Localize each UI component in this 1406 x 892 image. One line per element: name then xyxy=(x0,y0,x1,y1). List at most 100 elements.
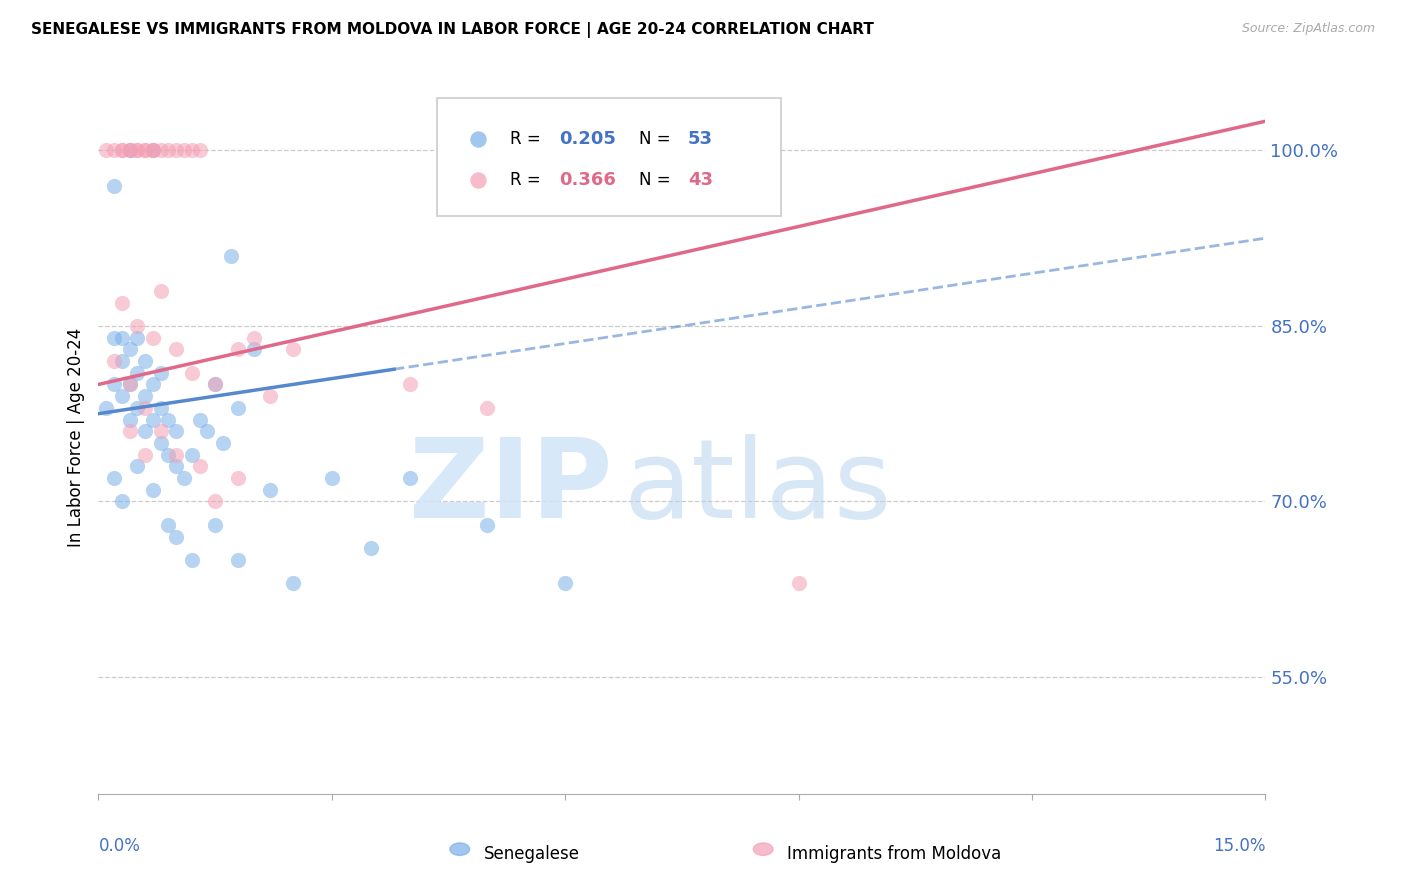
Point xyxy=(398,471,420,485)
Point xyxy=(118,377,141,392)
Point xyxy=(127,144,149,158)
Point xyxy=(118,144,141,158)
Point xyxy=(165,343,187,357)
Point xyxy=(103,144,125,158)
Point xyxy=(111,389,134,403)
Point xyxy=(111,144,134,158)
Text: Immigrants from Moldova: Immigrants from Moldova xyxy=(787,845,1001,863)
Point xyxy=(149,284,172,298)
Point xyxy=(149,144,172,158)
Point xyxy=(142,144,165,158)
Point xyxy=(149,366,172,380)
Point xyxy=(127,144,149,158)
Point xyxy=(228,471,250,485)
Point xyxy=(103,471,125,485)
Text: Source: ZipAtlas.com: Source: ZipAtlas.com xyxy=(1241,22,1375,36)
Point xyxy=(787,576,810,591)
Point xyxy=(398,377,420,392)
Point xyxy=(165,459,187,474)
Point xyxy=(134,389,156,403)
Point xyxy=(142,331,165,345)
Point xyxy=(173,471,195,485)
Point xyxy=(321,471,343,485)
Point xyxy=(127,366,149,380)
Point xyxy=(165,424,187,438)
Point xyxy=(437,144,460,158)
Point xyxy=(165,144,187,158)
Text: 43: 43 xyxy=(688,171,713,189)
Point xyxy=(157,412,180,426)
Text: ZIP: ZIP xyxy=(409,434,612,541)
Point xyxy=(103,354,125,368)
Point xyxy=(228,553,250,567)
Point xyxy=(554,576,576,591)
Point xyxy=(111,331,134,345)
Text: N =: N = xyxy=(638,130,676,148)
Point xyxy=(157,448,180,462)
Point xyxy=(157,517,180,532)
Text: Senegalese: Senegalese xyxy=(484,845,579,863)
Point xyxy=(243,331,266,345)
Point xyxy=(111,295,134,310)
Text: 15.0%: 15.0% xyxy=(1213,837,1265,855)
FancyBboxPatch shape xyxy=(437,98,782,216)
Point xyxy=(149,401,172,415)
Point xyxy=(281,576,304,591)
Text: R =: R = xyxy=(510,171,547,189)
Point xyxy=(180,366,202,380)
Point xyxy=(103,377,125,392)
Point xyxy=(142,144,165,158)
Point xyxy=(165,448,187,462)
Point xyxy=(157,144,180,158)
Point xyxy=(142,144,165,158)
Point xyxy=(127,459,149,474)
Point xyxy=(103,331,125,345)
Point xyxy=(118,144,141,158)
Point xyxy=(477,401,499,415)
Point xyxy=(127,331,149,345)
Point xyxy=(134,144,156,158)
Text: SENEGALESE VS IMMIGRANTS FROM MOLDOVA IN LABOR FORCE | AGE 20-24 CORRELATION CHA: SENEGALESE VS IMMIGRANTS FROM MOLDOVA IN… xyxy=(31,22,873,38)
Point xyxy=(118,343,141,357)
Point xyxy=(219,249,242,263)
Point xyxy=(204,377,226,392)
Point xyxy=(134,144,156,158)
Point xyxy=(134,448,156,462)
Point xyxy=(188,144,211,158)
Point xyxy=(96,144,118,158)
Point xyxy=(134,424,156,438)
Point xyxy=(281,343,304,357)
Point xyxy=(142,412,165,426)
Point xyxy=(204,517,226,532)
Point xyxy=(180,553,202,567)
Point xyxy=(111,144,134,158)
Text: 53: 53 xyxy=(688,130,713,148)
Point xyxy=(243,343,266,357)
Point xyxy=(228,343,250,357)
Point xyxy=(134,401,156,415)
Point xyxy=(195,424,218,438)
Point xyxy=(118,424,141,438)
Point xyxy=(142,377,165,392)
Point xyxy=(134,354,156,368)
Point xyxy=(127,401,149,415)
Point xyxy=(259,483,281,497)
Text: N =: N = xyxy=(638,171,676,189)
Point xyxy=(173,144,195,158)
Point xyxy=(212,436,235,450)
Point xyxy=(188,459,211,474)
Point xyxy=(204,494,226,508)
Point xyxy=(360,541,382,556)
Point xyxy=(228,401,250,415)
Point xyxy=(118,412,141,426)
Text: R =: R = xyxy=(510,130,547,148)
Y-axis label: In Labor Force | Age 20-24: In Labor Force | Age 20-24 xyxy=(66,327,84,547)
Point xyxy=(127,318,149,333)
Point xyxy=(188,412,211,426)
Point xyxy=(149,436,172,450)
Point xyxy=(259,389,281,403)
Point xyxy=(165,529,187,543)
Point xyxy=(142,483,165,497)
Point xyxy=(111,354,134,368)
Point xyxy=(204,377,226,392)
